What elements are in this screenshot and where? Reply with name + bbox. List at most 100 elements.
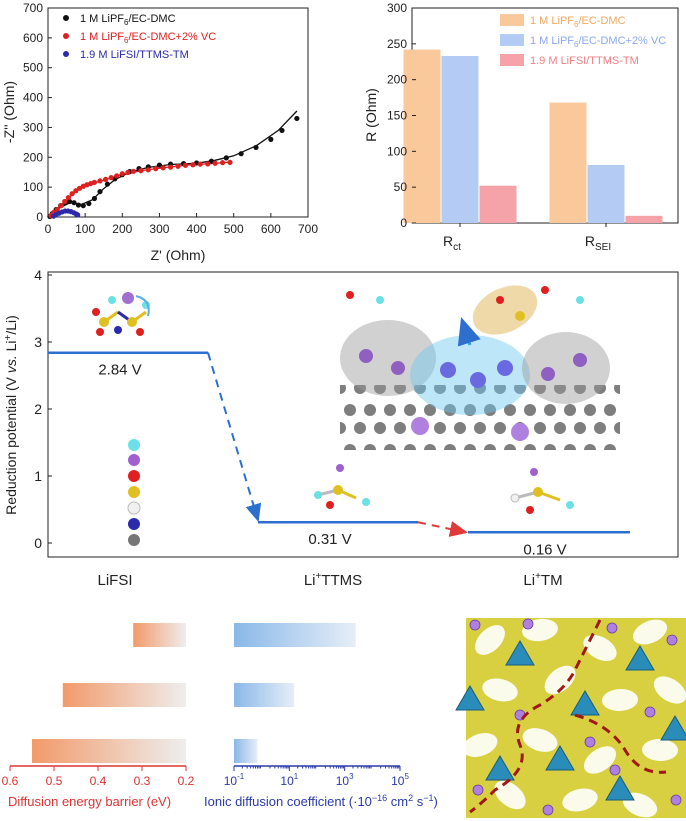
nyquist-data-point — [294, 115, 300, 122]
resistance-bar-chart: 0 50 100 150 200 250 300 Rct RSEI 1 M LiPF6/EC-D… — [363, 1, 679, 253]
resistance-bar — [625, 215, 663, 223]
potential-transition-arrow — [207, 352, 262, 523]
diffusion-barrier-tick-label: 0.5 — [46, 774, 63, 788]
potential-transition-arrow — [417, 521, 468, 537]
nyquist-data-point — [268, 136, 274, 142]
nyquist-data-point — [212, 160, 218, 166]
nyquist-x-tick-label: 700 — [298, 222, 318, 236]
nyquist-data-point — [182, 162, 189, 168]
nyquist-data-point — [62, 198, 68, 205]
lifsi-molecule-illustration — [92, 292, 150, 336]
resistance-y-tick-label: 250 — [387, 37, 407, 51]
diffusion-pathway-illustration — [455, 618, 686, 818]
ionic-diffusion-tick-label: 101 — [280, 772, 298, 788]
resistance-category-label: RSEI — [585, 233, 611, 253]
nyquist-data-point — [108, 174, 114, 181]
nyquist-x-tick-label: 600 — [261, 222, 281, 236]
diffusion-barrier-bar — [133, 623, 186, 647]
resistance-y-tick-label: 300 — [387, 1, 407, 15]
nyquist-data-point — [167, 164, 174, 170]
nyquist-data-point — [65, 194, 72, 201]
nyquist-data-point — [227, 159, 233, 165]
nyquist-x-tick-label: 200 — [112, 222, 132, 236]
nyquist-legend-marker — [63, 51, 69, 57]
nyquist-data-point — [238, 151, 244, 157]
nyquist-data-point — [156, 162, 163, 168]
resistance-y-axis-label: R (Ohm) — [363, 88, 379, 142]
ionic-diffusion-axis-label: Ionic diffusion coefficient (·10−16 cm2 … — [204, 793, 438, 809]
nyquist-legend-label: 1.9 M LiFSI/TTMS-TM — [80, 49, 189, 61]
nyquist-data-point — [75, 212, 81, 218]
nyquist-data-point — [80, 203, 86, 209]
nyquist-data-point — [104, 181, 111, 187]
li-tm-molecule-illustration — [510, 468, 574, 514]
diffusion-barrier-tick-label: 0.6 — [2, 774, 19, 788]
resistance-legend-label: 1 M LiPF6/EC-DMC — [530, 15, 626, 29]
nyquist-y-tick-label: 400 — [23, 91, 43, 105]
nyquist-data-point — [75, 202, 82, 208]
nyquist-data-point — [97, 178, 103, 184]
resistance-bar — [587, 164, 625, 223]
nyquist-data-point — [71, 200, 77, 206]
diffusion-barrier-tick-label: 0.3 — [134, 774, 151, 788]
nyquist-x-tick-label: 400 — [187, 222, 207, 236]
nyquist-data-point — [279, 127, 285, 134]
nyquist-data-point — [130, 168, 137, 174]
nyquist-data-point — [114, 173, 120, 179]
potential-value-label: 0.31 V — [308, 531, 351, 548]
diffusion-bar-panel: 0.6 0.5 0.4 0.3 0.2 Diffusion energy barrier… — [2, 623, 438, 809]
potential-category-label: Li+TTMS — [304, 571, 362, 589]
resistance-bar — [479, 185, 517, 223]
nyquist-data-point — [253, 144, 259, 151]
nyquist-y-tick-label: 100 — [23, 180, 43, 194]
nyquist-legend-marker — [63, 33, 69, 39]
nyquist-x-tick-label: 500 — [224, 222, 244, 236]
resistance-y-tick-label: 200 — [387, 73, 407, 87]
nyquist-data-point — [125, 169, 131, 176]
nyquist-data-point — [73, 188, 79, 194]
ionic-diffusion-bar — [234, 683, 295, 707]
ionic-diffusion-tick-label: 105 — [391, 772, 409, 788]
nyquist-y-tick-label: 0 — [36, 210, 43, 224]
element-legend-atoms — [127, 439, 141, 546]
ionic-diffusion-tick-label: 103 — [336, 772, 354, 788]
resistance-y-tick-label: 100 — [387, 144, 407, 158]
potential-y-tick-label: 2 — [34, 401, 42, 417]
diffusion-barrier-axis-label: Diffusion energy barrier (eV) — [8, 794, 171, 809]
potential-y-tick-label: 1 — [34, 468, 42, 484]
nyquist-data-point — [175, 163, 181, 169]
nyquist-data-point — [153, 166, 159, 172]
nyquist-data-point — [197, 161, 203, 167]
potential-category-label: Li+TM — [523, 571, 562, 589]
diffusion-barrier-bar — [32, 739, 186, 763]
nyquist-data-point — [91, 179, 98, 185]
nyquist-data-point — [219, 160, 226, 166]
nyquist-data-point — [102, 176, 109, 182]
nyquist-x-tick-label: 100 — [75, 222, 95, 236]
nyquist-data-point — [190, 162, 196, 168]
potential-y-tick-label: 4 — [34, 267, 42, 283]
nyquist-x-tick-label: 0 — [45, 222, 52, 236]
resistance-bar — [441, 56, 479, 224]
nyquist-data-point — [160, 165, 166, 171]
resistance-y-tick-label: 50 — [394, 180, 408, 194]
nyquist-data-point — [58, 203, 64, 209]
nyquist-y-tick-label: 200 — [23, 150, 43, 164]
resistance-y-tick-label: 150 — [387, 109, 407, 123]
potential-value-label: 2.84 V — [98, 362, 141, 379]
nyquist-plot: 0 100 200 300 400 500 600 700 0 100 200 300 400 500 60… — [1, 1, 318, 263]
nyquist-y-tick-label: 500 — [23, 61, 43, 75]
nyquist-data-point — [145, 167, 151, 173]
resistance-bar — [549, 102, 587, 223]
nyquist-data-point — [223, 155, 229, 161]
nyquist-data-point — [86, 200, 92, 207]
electrode-surface-illustration — [340, 285, 620, 450]
reduction-potential-diagram: 0 1 2 3 4 2.84 V LiFSI 0.31 V Li+TTMS 0.16 V Li+T… — [3, 267, 679, 589]
nyquist-y-axis-label: -Z'' (Ohm) — [1, 81, 17, 143]
potential-y-axis-label: Reduction potential (V vs. Li+/Li) — [3, 315, 19, 515]
nyquist-legend-label: 1 M LiPF6/EC-DMC — [80, 13, 176, 27]
resistance-legend-label: 1.9 M LiFSI/TTMS-TM — [530, 55, 639, 67]
resistance-bar — [403, 49, 441, 223]
resistance-legend-swatch — [500, 54, 524, 66]
